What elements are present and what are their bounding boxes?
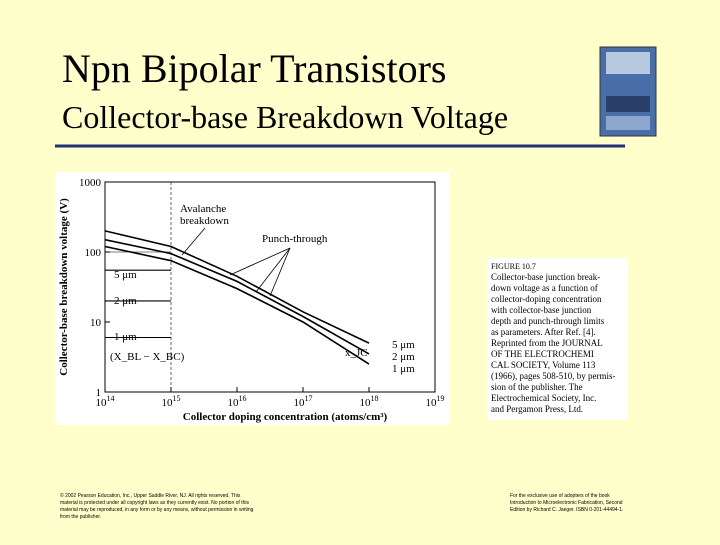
x-tick-base: 10 xyxy=(96,397,108,409)
x-tick-exponent: 14 xyxy=(107,394,115,403)
caption-line: Reprinted from the JOURNAL xyxy=(491,338,603,348)
x-tick-base: 10 xyxy=(294,397,306,409)
x-tick-base: 10 xyxy=(228,397,240,409)
caption-line: Collector-base junction break- xyxy=(491,272,600,282)
x-tick-exponent: 15 xyxy=(173,394,181,403)
footer-left: material is protected under all copyrigh… xyxy=(60,500,249,506)
x-tick-label: 1017 xyxy=(294,394,313,409)
caption-line: with collector-base junction xyxy=(491,305,592,315)
caption-line: as parameters. After Ref. [4]. xyxy=(491,327,596,337)
footer-right: For the exclusive use of adopters of the… xyxy=(510,493,610,499)
annotation: Avalanche xyxy=(180,203,226,215)
annotation: (X_BL − X_BC) xyxy=(110,351,185,363)
y-axis-title: Collector-base breakdown voltage (V) xyxy=(58,198,70,376)
curve xyxy=(104,230,370,344)
pointer xyxy=(229,247,291,276)
figure xyxy=(55,172,450,425)
caption-line: FIGURE 10.7 xyxy=(491,262,536,271)
annotation: x_JC xyxy=(345,347,368,359)
annotation: Punch-through xyxy=(262,233,328,245)
curve xyxy=(104,245,370,365)
x-tick-exponent: 16 xyxy=(239,394,247,403)
x-tick-exponent: 19 xyxy=(437,394,445,403)
x-axis-title: Collector doping concentration (atoms/cm… xyxy=(183,411,388,423)
caption-line: OF THE ELECTROCHEMI xyxy=(491,349,594,359)
annotation: 1 μm xyxy=(114,331,137,343)
x-tick-label: 1014 xyxy=(96,394,115,409)
x-tick-exponent: 17 xyxy=(305,394,313,403)
x-tick-exponent: 18 xyxy=(371,394,379,403)
x-tick-label: 1016 xyxy=(228,394,247,409)
x-tick-base: 10 xyxy=(360,397,372,409)
footer-right: Introduction to Microelectronic Fabricat… xyxy=(510,500,623,506)
caption-line: Electrochemical Society, Inc. xyxy=(491,393,596,403)
annotation: 2 μm xyxy=(392,351,415,363)
book-cover xyxy=(599,46,657,137)
plot-frame xyxy=(104,181,436,393)
x-tick-base: 10 xyxy=(426,397,438,409)
x-tick-base: 10 xyxy=(162,397,174,409)
subtitle: Collector-base Breakdown Voltage xyxy=(62,99,508,135)
pointer xyxy=(181,227,206,256)
caption-line: (1966), pages 508-510, by permis- xyxy=(491,371,615,381)
y-tick-label: 100 xyxy=(85,247,102,259)
pointer xyxy=(269,247,291,297)
footer-left: material may be reproduced, in any form … xyxy=(60,507,254,513)
caption-box xyxy=(487,258,628,420)
annotation: breakdown xyxy=(180,215,229,227)
curve xyxy=(104,238,370,355)
x-tick-label: 1019 xyxy=(426,394,445,409)
caption-line: sion of the publisher. The xyxy=(491,382,583,392)
caption-line: collector-doping concentration xyxy=(491,294,602,304)
x-tick-label: 1015 xyxy=(162,394,181,409)
caption-line: and Pergamon Press, Ltd. xyxy=(491,404,583,414)
annotation: 5 μm xyxy=(114,269,137,281)
annotation: 2 μm xyxy=(114,295,137,307)
annotation: 5 μm xyxy=(392,339,415,351)
title: Npn Bipolar Transistors xyxy=(62,46,447,91)
pointer xyxy=(255,247,291,293)
footer-right: Edition by Richard C. Jaeger. ISBN 0-201… xyxy=(510,507,623,513)
y-tick-label: 1000 xyxy=(79,177,102,189)
y-tick-label: 10 xyxy=(90,317,102,329)
footer-left: from the publisher. xyxy=(60,514,101,520)
footer-left: © 2002 Pearson Education, Inc., Upper Sa… xyxy=(60,492,241,499)
caption-line: down voltage as a function of xyxy=(491,283,598,293)
caption-line: depth and punch-through limits xyxy=(491,316,605,326)
annotation: 1 μm xyxy=(392,363,415,375)
caption-line: CAL SOCIETY, Volume 113 xyxy=(491,360,596,370)
x-tick-label: 1018 xyxy=(360,394,379,409)
y-tick-label: 1 xyxy=(96,387,102,399)
